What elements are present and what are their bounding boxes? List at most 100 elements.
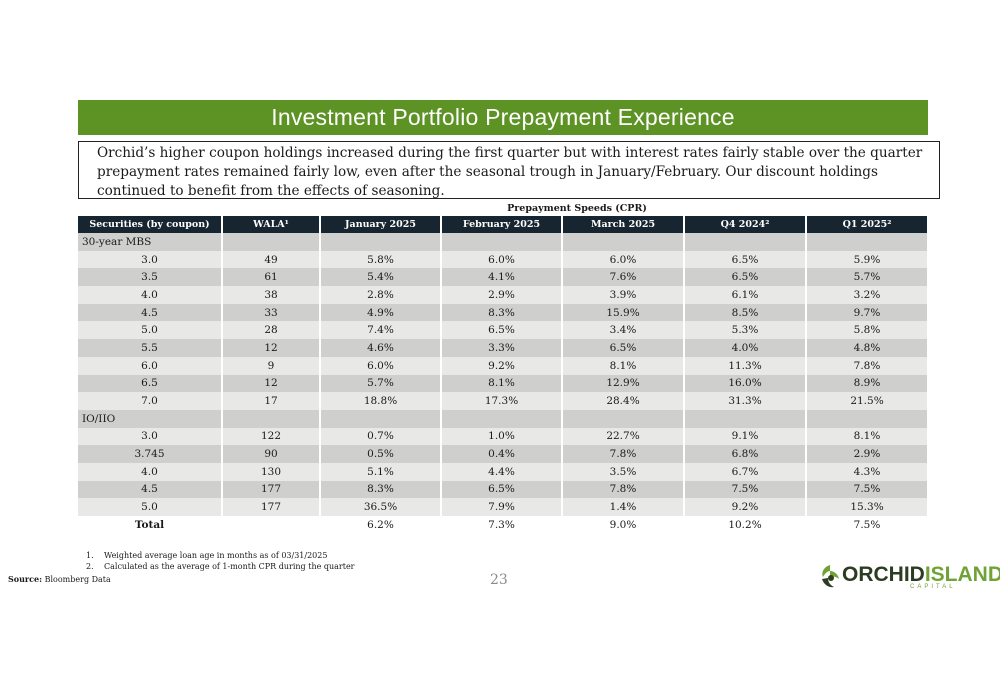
table-cell: 36.5% (320, 498, 442, 516)
page-number: 23 (490, 572, 508, 588)
table-cell: 9.7% (806, 303, 929, 322)
table-cell: 2.8% (320, 286, 442, 304)
table-cell: 6.5% (562, 339, 685, 357)
total-cell: 10.2% (684, 516, 807, 534)
table-cell: 7.9% (441, 498, 563, 516)
table-cell: 9.2% (684, 498, 807, 516)
table-cell: 177 (222, 480, 321, 499)
table-cell: 6.7% (684, 462, 807, 481)
table-cell: 5.7% (320, 374, 442, 393)
table-cell: 4.0 (78, 462, 223, 481)
table-cell: 5.3% (684, 321, 807, 340)
table-cell: 4.1% (441, 268, 563, 287)
table-cell: 5.1% (320, 462, 442, 481)
table-cell: 3.3% (441, 339, 563, 357)
table-cell: 6.5 (78, 374, 223, 393)
table-cell: 7.8% (562, 445, 685, 463)
source-label: Source: (8, 574, 43, 584)
table-cell (320, 233, 442, 251)
table-row: 5.0 177 36.5% 7.9% 1.4% 9.2% 15.3% (78, 498, 929, 516)
table-cell: 0.7% (320, 427, 442, 446)
table-cell: 7.5% (684, 480, 807, 499)
table-cell: 8.1% (562, 356, 685, 375)
table-row: 3.0 49 5.8% 6.0% 6.0% 6.5% 5.9% (78, 250, 929, 269)
footnote: 2. Calculated as the average of 1-month C… (86, 561, 355, 572)
table-cell: 7.6% (562, 268, 685, 287)
table-cell: 38 (222, 286, 321, 304)
table-row: 3.745 90 0.5% 0.4% 7.8% 6.8% 2.9% (78, 445, 929, 463)
column-header: January 2025 (320, 216, 442, 233)
table-cell: 122 (222, 427, 321, 446)
table-cell: 4.0 (78, 286, 223, 304)
logo-word-orchid: ORCHID (842, 563, 925, 586)
column-header: Securities (by coupon) (78, 216, 223, 233)
table-row: 6.5 12 5.7% 8.1% 12.9% 16.0% 8.9% (78, 374, 929, 393)
source-note: Source: Bloomberg Data (8, 574, 111, 584)
table-cell: 28.4% (562, 392, 685, 410)
table-cell: 5.8% (320, 250, 442, 269)
logo-wordmark: ORCHIDISLAND (842, 563, 1000, 587)
section-label: IO/IIO (78, 409, 223, 428)
table-cell: 177 (222, 498, 321, 516)
table-cell: 8.5% (684, 303, 807, 322)
table-cell: 3.0 (78, 250, 223, 269)
column-header: Q4 2024² (684, 216, 807, 233)
table-cell: 15.9% (562, 303, 685, 322)
total-row: Total 6.2% 7.3% 9.0% 10.2% 7.5% (78, 516, 929, 534)
logo-subtitle: CAPITAL (910, 584, 956, 590)
table-cell: 3.4% (562, 321, 685, 340)
table-cell: 4.9% (320, 303, 442, 322)
table-cell (562, 409, 685, 428)
table-cell (684, 409, 807, 428)
table-cell: 4.0% (684, 339, 807, 357)
table-cell: 1.4% (562, 498, 685, 516)
table-cell: 4.8% (806, 339, 929, 357)
table-cell (562, 233, 685, 251)
table-cell: 31.3% (684, 392, 807, 410)
table-cell: 4.5 (78, 303, 223, 322)
section-row: IO/IIO (78, 409, 929, 428)
table-cell: 49 (222, 250, 321, 269)
section-label: 30-year MBS (78, 233, 223, 251)
table-cell (806, 233, 929, 251)
table-cell: 8.3% (441, 303, 563, 322)
summary-box: Orchid’s higher coupon holdings increase… (78, 141, 940, 199)
column-header: WALA¹ (222, 216, 321, 233)
table-cell: 6.8% (684, 445, 807, 463)
table-cell: 8.1% (806, 427, 929, 446)
table-row: 4.5 177 8.3% 6.5% 7.8% 7.5% 7.5% (78, 480, 929, 499)
table-cell: 17 (222, 392, 321, 410)
table-cell: 5.0 (78, 321, 223, 340)
table-cell: 22.7% (562, 427, 685, 446)
table-header-row: Securities (by coupon) WALA¹ January 202… (78, 216, 929, 233)
slide-title-banner: Investment Portfolio Prepayment Experien… (78, 100, 928, 135)
table-cell: 33 (222, 303, 321, 322)
table-cell: 9.2% (441, 356, 563, 375)
logo-word-island: ISLAND (924, 563, 1000, 586)
table-cell: 5.4% (320, 268, 442, 287)
table-cell: 3.5 (78, 268, 223, 287)
table-cell (806, 409, 929, 428)
total-cell: 6.2% (320, 516, 442, 534)
table-cell: 5.9% (806, 250, 929, 269)
table-cell: 90 (222, 445, 321, 463)
total-cell (222, 516, 321, 534)
table-cell: 3.0 (78, 427, 223, 446)
table-cell: 4.6% (320, 339, 442, 357)
footnote: 1. Weighted average loan age in months as… (86, 550, 355, 561)
table-cell: 2.9% (441, 286, 563, 304)
slide-title: Investment Portfolio Prepayment Experien… (271, 104, 735, 130)
table-cell: 1.0% (441, 427, 563, 446)
table-cell: 6.0% (320, 356, 442, 375)
table-cell: 9 (222, 356, 321, 375)
table-cell (441, 409, 563, 428)
table-cell: 11.3% (684, 356, 807, 375)
table-cell: 18.8% (320, 392, 442, 410)
table-cell: 9.1% (684, 427, 807, 446)
table-cell: 12 (222, 339, 321, 357)
table-cell: 3.745 (78, 445, 223, 463)
table-cell: 6.0 (78, 356, 223, 375)
total-cell: 7.5% (806, 516, 929, 534)
table-cell: 4.4% (441, 462, 563, 481)
table-cell: 6.5% (684, 250, 807, 269)
